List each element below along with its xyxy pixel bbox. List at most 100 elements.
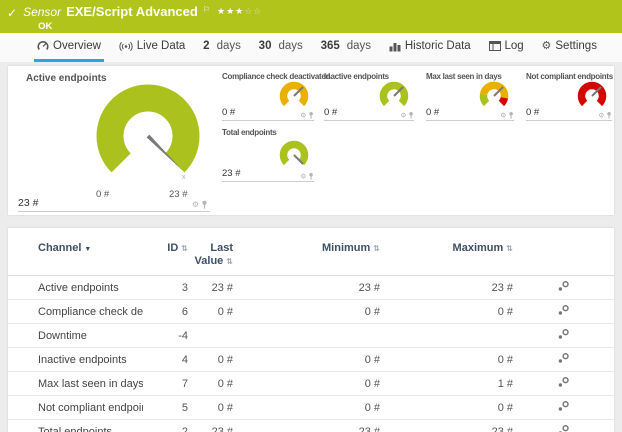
gauge-settings-icon[interactable]: ⚙ bbox=[500, 110, 507, 119]
channel-settings-icon[interactable] bbox=[557, 400, 570, 412]
gauge-value: 0 # bbox=[222, 107, 236, 118]
minimum-value: 0 # bbox=[233, 347, 380, 372]
column-header-minimum[interactable]: Minimum ⇅ bbox=[233, 240, 380, 276]
content-area: Active endpoints x 0 # 23 # 23 # ⚙ Compl… bbox=[0, 62, 622, 432]
gauge-title: Compliance check deactivated bbox=[222, 72, 331, 81]
channel-name[interactable]: Active endpoints bbox=[38, 281, 119, 294]
gauge-value: 0 # bbox=[426, 107, 440, 118]
tab-historic-data[interactable]: Historic Data bbox=[386, 33, 474, 62]
tab-2-days[interactable]: 2 days bbox=[200, 33, 244, 62]
tab-overview[interactable]: Overview bbox=[34, 33, 104, 62]
gauge-compliance-check-deactivated: Compliance check deactivated 0 # ⚙ bbox=[222, 70, 331, 121]
column-header-last-value[interactable]: Last Value ⇅ bbox=[188, 240, 233, 276]
channel-settings-icon[interactable] bbox=[557, 328, 570, 340]
channel-name[interactable]: Max last seen in days bbox=[8, 371, 143, 396]
pin-icon[interactable] bbox=[308, 111, 314, 119]
tab-label: Historic Data bbox=[404, 40, 471, 52]
stars-empty: ☆☆ bbox=[244, 6, 263, 16]
not-compliant-gauge bbox=[577, 81, 607, 107]
gauge-title: Not compliant endpoints bbox=[526, 72, 613, 81]
sort-icon: ⇅ bbox=[373, 244, 380, 253]
tab-label: Overview bbox=[53, 40, 101, 52]
tab-settings[interactable]: ⚙ Settings bbox=[539, 33, 600, 62]
gauge-value: 23 # bbox=[18, 197, 39, 209]
channel-name[interactable]: Inactive endpoints bbox=[8, 347, 143, 372]
minimum-value: 23 # bbox=[358, 281, 380, 294]
table-row: Max last seen in days 7 0 # 0 # 1 # bbox=[8, 371, 614, 396]
channel-name[interactable]: Not compliant endpoints bbox=[8, 395, 143, 420]
stars-filled: ★★★ bbox=[217, 6, 245, 16]
gauge-inactive-endpoints: Inactive endpoints 0 # ⚙ bbox=[324, 70, 414, 121]
channel-id: 5 bbox=[143, 395, 188, 420]
minimum-value bbox=[233, 323, 380, 348]
gauge-total-endpoints: Total endpoints 23 # ⚙ bbox=[222, 126, 314, 182]
channel-name[interactable]: Compliance check deacti... bbox=[8, 299, 143, 324]
live-signal-icon bbox=[119, 41, 133, 51]
tab-label: days bbox=[346, 40, 372, 52]
pin-icon[interactable] bbox=[508, 111, 514, 119]
table-row: Downtime -4 bbox=[8, 323, 614, 348]
sort-icon: ⇅ bbox=[181, 244, 188, 253]
gauge-title: Max last seen in days bbox=[426, 72, 502, 81]
channel-name[interactable]: Downtime bbox=[8, 323, 143, 348]
tab-number: 2 bbox=[203, 40, 210, 52]
needle-tip-marker: x bbox=[182, 174, 186, 181]
gauge-scale-max: 23 # bbox=[169, 189, 188, 200]
gauge-value: 23 # bbox=[222, 168, 241, 179]
tab-label: days bbox=[278, 40, 303, 52]
gauge-settings-icon[interactable]: ⚙ bbox=[300, 110, 307, 119]
channel-name[interactable]: Total endpoints bbox=[8, 419, 143, 432]
last-value: 0 # bbox=[188, 347, 233, 372]
sensor-header: ✓ Sensor EXE/Script Advanced ⚐ ★★★☆☆ OK bbox=[0, 0, 622, 33]
gauge-not-compliant: Not compliant endpoints 0 # ⚙ bbox=[526, 70, 613, 121]
channel-settings-icon[interactable] bbox=[557, 352, 570, 364]
sort-icon: ⇅ bbox=[506, 244, 513, 253]
tab-live-data[interactable]: Live Data bbox=[116, 33, 189, 62]
minimum-value: 0 # bbox=[233, 299, 380, 324]
tab-number: 30 bbox=[258, 40, 272, 52]
last-value: 23 # bbox=[188, 419, 233, 432]
maximum-value: 0 # bbox=[380, 347, 513, 372]
maximum-value bbox=[380, 323, 513, 348]
rating-stars[interactable]: ★★★☆☆ bbox=[217, 5, 262, 18]
column-header-id[interactable]: ID ⇅ bbox=[143, 240, 188, 276]
log-icon bbox=[488, 41, 501, 51]
gauge-settings-icon[interactable]: ⚙ bbox=[191, 199, 199, 209]
gauge-settings-icon[interactable]: ⚙ bbox=[300, 171, 307, 180]
gear-icon: ⚙ bbox=[541, 39, 552, 52]
channel-id: 7 bbox=[143, 371, 188, 396]
channel-settings-icon[interactable] bbox=[557, 376, 570, 388]
channel-settings-icon[interactable] bbox=[557, 280, 570, 292]
sensor-status-badge: OK bbox=[38, 21, 53, 32]
status-check-icon: ✓ bbox=[7, 6, 18, 20]
pin-icon[interactable] bbox=[606, 111, 612, 119]
pin-icon[interactable] bbox=[408, 111, 414, 119]
bar-chart-icon bbox=[389, 42, 401, 51]
channel-settings-icon[interactable] bbox=[557, 424, 570, 432]
maximum-value: 1 # bbox=[380, 371, 513, 396]
pin-icon[interactable] bbox=[201, 200, 208, 209]
pin-icon[interactable] bbox=[308, 172, 314, 180]
priority-flag-icon[interactable]: ⚐ bbox=[202, 5, 210, 14]
table-row: Active endpoints 3 23 # 23 # 23 # bbox=[8, 276, 614, 300]
tab-30-days[interactable]: 30 days bbox=[256, 33, 306, 62]
gauges-panel: Active endpoints x 0 # 23 # 23 # ⚙ Compl… bbox=[8, 66, 614, 215]
gauge-settings-icon[interactable]: ⚙ bbox=[598, 110, 605, 119]
maximum-value: 23 # bbox=[491, 281, 513, 294]
minimum-value: 23 # bbox=[233, 419, 380, 432]
last-value: 0 # bbox=[188, 395, 233, 420]
table-row: Inactive endpoints 4 0 # 0 # 0 # bbox=[8, 347, 614, 372]
gauge-settings-icon[interactable]: ⚙ bbox=[400, 110, 407, 119]
gauge-needle bbox=[146, 134, 182, 170]
sort-icon: ⇅ bbox=[226, 257, 233, 266]
maximum-value: 0 # bbox=[380, 299, 513, 324]
tab-365-days[interactable]: 365 days bbox=[318, 33, 374, 62]
channel-settings-icon[interactable] bbox=[557, 304, 570, 316]
column-header-maximum[interactable]: Maximum ⇅ bbox=[380, 240, 513, 276]
column-header-channel[interactable]: Channel ▼ bbox=[8, 240, 143, 276]
total-endpoints-gauge bbox=[279, 140, 309, 166]
sort-desc-icon: ▼ bbox=[84, 246, 92, 253]
compliance-gauge bbox=[279, 81, 309, 107]
tab-log[interactable]: Log bbox=[486, 33, 527, 62]
tab-number: 365 bbox=[320, 40, 340, 52]
